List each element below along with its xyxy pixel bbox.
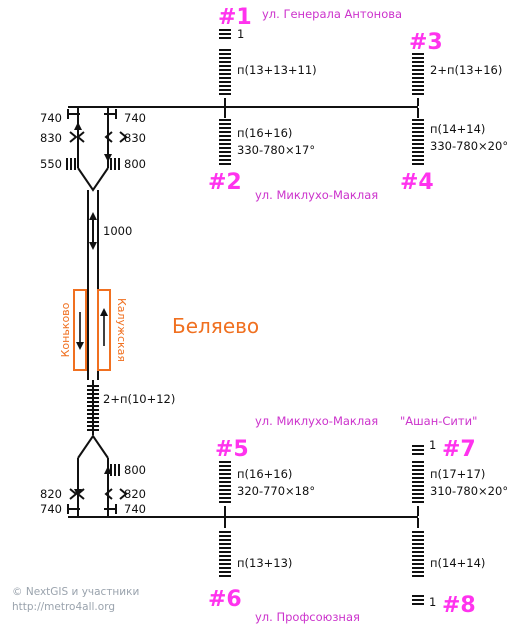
exit-3-number: #3 (409, 30, 443, 55)
exit-1-number: #1 (218, 5, 252, 30)
credit-line-2: http://metro4all.org (12, 601, 115, 613)
south-turnstile-right (104, 488, 128, 500)
exit-5-step-label-b: 320-770×18° (237, 484, 315, 498)
north-width-label-3: 830 (40, 131, 62, 145)
stair-labels: 1 п(13+13+11) п(16+16) 330-780×17° 2+п(1… (237, 27, 508, 609)
north-door-right (104, 109, 117, 119)
exit-7-stairs (412, 445, 424, 503)
platform (73, 270, 111, 380)
south-width-label-1: 800 (124, 463, 146, 477)
escalator-length-label: 1000 (103, 224, 132, 238)
exit-4-number: #4 (400, 170, 434, 195)
south-width-label-5: 740 (124, 502, 146, 516)
north-width-label-5: 550 (40, 157, 62, 171)
exit-7-step-label-b: п(17+17) (430, 467, 485, 481)
exit-1-step-label-a: 1 (237, 27, 244, 41)
south-stairs (87, 385, 99, 431)
exit-6-number: #6 (208, 587, 242, 612)
direction-left: Коньково (59, 302, 72, 357)
exit-5-number: #5 (215, 437, 249, 462)
exit-6-step-label: п(13+13) (237, 556, 292, 570)
south-width-label-4: 740 (40, 502, 62, 516)
exit-3-stairs (412, 53, 424, 95)
street-exit-7: "Ашан-Сити" (400, 414, 477, 428)
exit-8-step-label-a: п(14+14) (430, 556, 485, 570)
south-funnel (77, 434, 109, 459)
exit-7-step-label-a: 1 (429, 438, 436, 452)
north-left-steps (66, 158, 76, 170)
stair-hatches (66, 29, 424, 605)
exit-5-stairs (219, 461, 231, 503)
exit-numbers: #1 #2 #3 #4 #5 #6 #7 #8 (208, 5, 476, 618)
south-stairs-label: 2+п(10+12) (103, 392, 175, 406)
credit: © NextGIS и участники http://metro4all.o… (12, 586, 139, 613)
north-width-label-4: 830 (124, 131, 146, 145)
street-exit-5: ул. Миклухо-Маклая (255, 414, 378, 428)
exit-8-stairs (412, 531, 424, 605)
street-exit-1: ул. Генерала Антонова (262, 7, 402, 21)
direction-right: Калужская (115, 298, 128, 362)
exit-2-step-label-a: п(16+16) (237, 126, 292, 140)
north-width-label-6: 800 (124, 157, 146, 171)
exit-2-step-label-b: 330-780×17° (237, 143, 315, 157)
street-exit-2: ул. Миклухо-Маклая (255, 188, 378, 202)
street-names: ул. Генерала Антонова ул. Миклухо-Маклая… (255, 7, 477, 624)
exit-2-number: #2 (208, 170, 242, 195)
exit-8-number: #8 (442, 593, 476, 618)
exit-5-step-label-a: п(16+16) (237, 467, 292, 481)
flow-arrows (74, 122, 112, 497)
exit-4-stairs (412, 119, 424, 165)
street-exit-6: ул. Профсоюзная (255, 610, 360, 624)
vestibule-labels: 740 740 830 830 550 800 1000 2+п(10+12) … (40, 111, 175, 516)
exit-1-step-label-b: п(13+13+11) (237, 63, 317, 77)
track-right-box (97, 289, 111, 371)
south-width-label-3: 820 (124, 487, 146, 501)
exit-7-step-label-c: 310-780×20° (430, 484, 508, 498)
north-funnel (77, 167, 109, 192)
south-door-left (67, 504, 80, 514)
north-width-label-1: 740 (40, 111, 62, 125)
station-name: Беляево (172, 314, 259, 338)
exit-7-number: #7 (442, 437, 476, 462)
south-right-steps (110, 464, 120, 476)
exit-4-step-label-b: 330-780×20° (430, 139, 508, 153)
north-width-label-2: 740 (124, 111, 146, 125)
exit-2-stairs (219, 119, 231, 165)
exit-3-step-label: 2+п(13+16) (430, 63, 502, 77)
south-width-label-2: 820 (40, 487, 62, 501)
track-left-box (73, 289, 87, 371)
north-door-left (67, 109, 80, 119)
north-turnstile-right (104, 131, 128, 143)
exit-1-stairs (219, 29, 231, 95)
south-door-right (104, 504, 117, 514)
credit-line-1: © NextGIS и участники (12, 586, 139, 598)
exit-8-step-label-b: 1 (429, 595, 436, 609)
exit-6-stairs (219, 531, 231, 577)
north-right-steps (110, 158, 120, 170)
exit-4-step-label-a: п(14+14) (430, 122, 485, 136)
